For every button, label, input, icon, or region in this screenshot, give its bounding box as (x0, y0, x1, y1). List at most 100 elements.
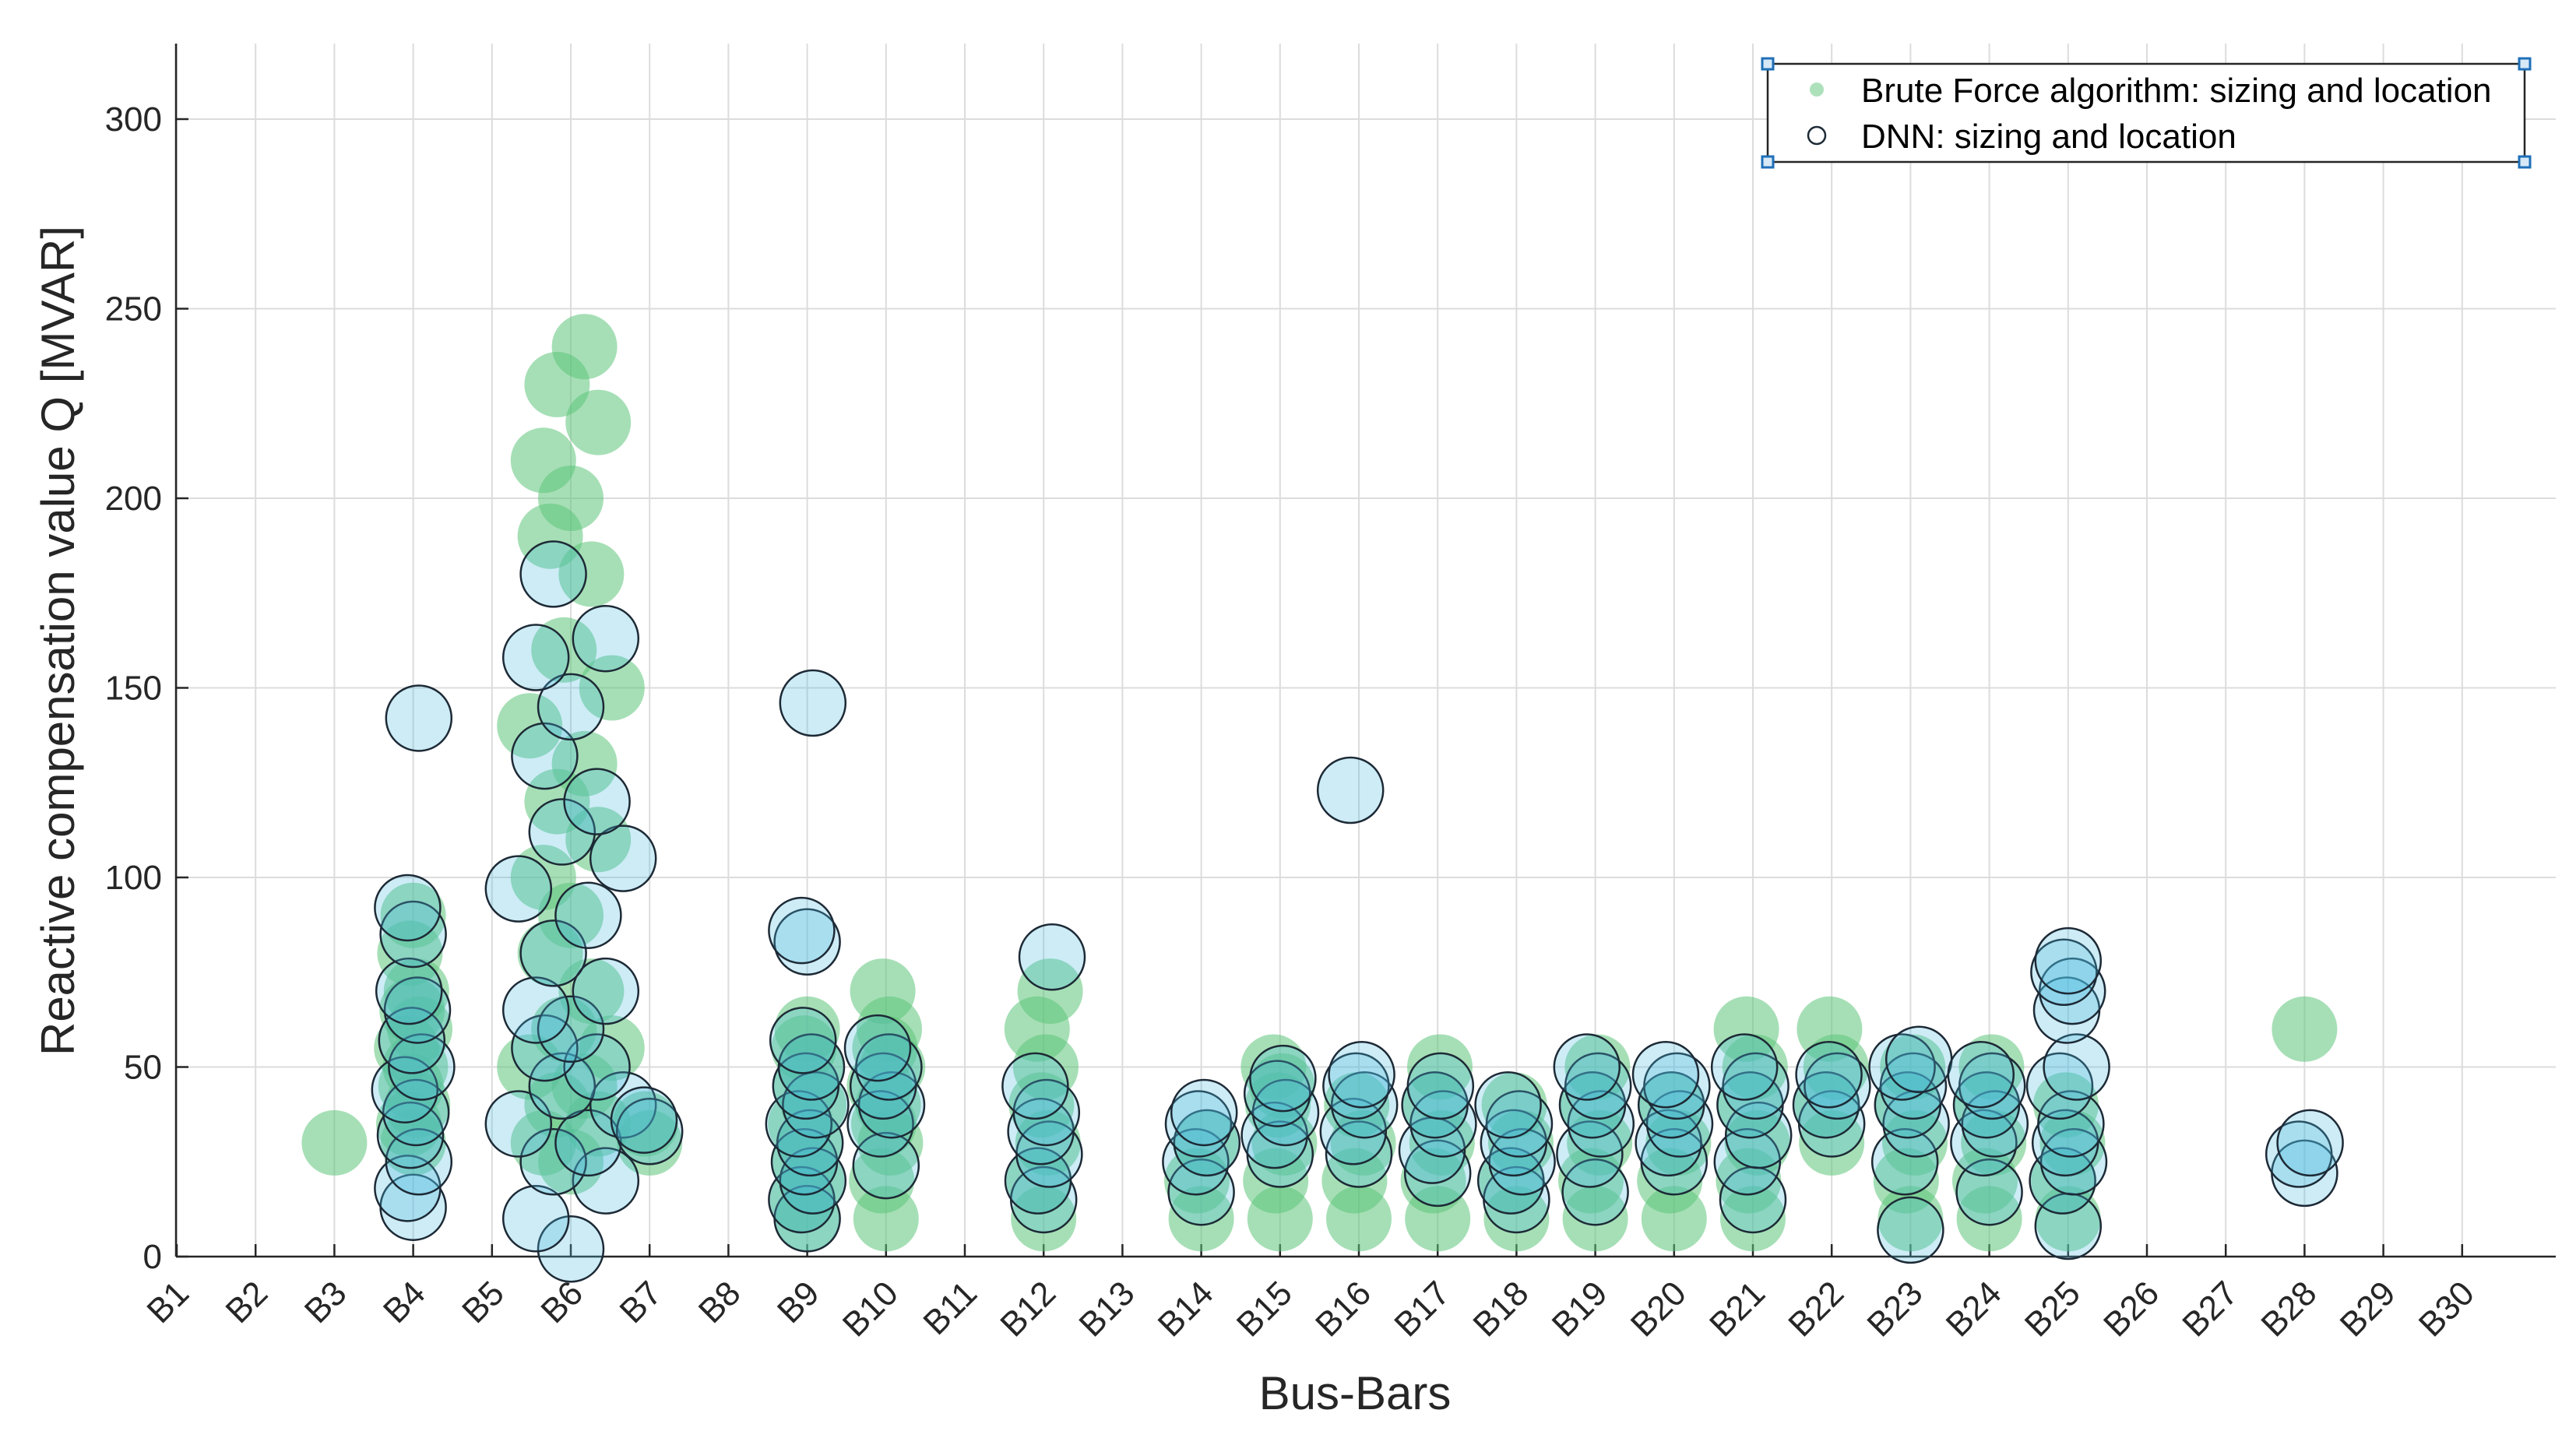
dnn-point (1488, 1128, 1556, 1196)
dnn-point (554, 881, 622, 949)
dnn-point (1553, 1033, 1621, 1101)
dnn-point (1012, 1078, 1081, 1147)
dnn-point (2030, 938, 2098, 1006)
brute-force-point (2033, 1072, 2099, 1138)
dnn-point (572, 1147, 640, 1215)
dnn-point (1164, 1090, 1233, 1158)
dnn-point (484, 855, 553, 923)
dnn-point (501, 976, 570, 1044)
dnn-point (511, 722, 579, 790)
legend-marker-dnn (1807, 125, 1827, 146)
dnn-point (572, 604, 640, 673)
dnn-point (1958, 1052, 2026, 1120)
brute-force-point (2272, 996, 2338, 1062)
y-tick-label: 300 (105, 100, 162, 139)
y-axis-title: Reactive compensation value Q [MVAR] (32, 226, 84, 1056)
legend-handle (1761, 57, 1775, 71)
dnn-point (1485, 1090, 1554, 1158)
dnn-point (779, 1147, 847, 1215)
dnn-point (382, 1078, 450, 1147)
brute-force-point (1639, 1072, 1705, 1138)
dnn-point (1792, 1071, 1860, 1139)
brute-force-point (1564, 1034, 1631, 1100)
dnn-point (1564, 1052, 1632, 1120)
dnn-point (563, 768, 631, 835)
legend-box (1766, 62, 2526, 163)
dnn-point (1018, 923, 1086, 991)
dnn-point (1722, 1052, 1789, 1120)
dnn-point (385, 1128, 453, 1196)
dnn-point (378, 1007, 446, 1074)
legend-handle (1761, 155, 1775, 169)
y-tick-label: 150 (105, 670, 162, 708)
y-tick-label: 200 (105, 480, 162, 518)
dnn-point (375, 957, 443, 1025)
dnn-point (773, 908, 841, 976)
dnn-point (1635, 1109, 1702, 1177)
y-tick-label: 0 (143, 1238, 162, 1276)
brute-force-point (612, 1091, 678, 1157)
dnn-series (371, 540, 2344, 1283)
dnn-point (537, 1215, 605, 1283)
brute-force-point (1173, 1109, 1239, 1176)
dnn-point (1173, 1109, 1241, 1177)
dnn-point (843, 1014, 912, 1082)
dnn-point (846, 1090, 914, 1158)
dnn-point (537, 995, 605, 1064)
legend-label-dnn: DNN: sizing and location (1861, 118, 2236, 156)
dnn-point (1884, 1025, 1953, 1094)
dnn-point (1868, 1033, 1936, 1101)
dnn-point (1004, 1147, 1072, 1215)
dnn-point (385, 684, 453, 752)
dnn-point (1955, 1158, 2023, 1226)
dnn-point (2029, 1147, 2096, 1215)
dnn-point (374, 1155, 442, 1222)
dnn-point (2265, 1120, 2333, 1188)
dnn-point (1328, 1040, 1395, 1109)
dnn-point (768, 896, 836, 965)
dnn-point (501, 1185, 570, 1253)
dnn-point (777, 1033, 846, 1101)
dnn-point (1001, 1052, 1069, 1120)
dnn-point (1162, 1128, 1230, 1196)
brute-force-point (531, 617, 597, 683)
dnn-point (519, 919, 587, 987)
brute-force-point (1240, 1034, 1307, 1100)
brute-force-point (551, 314, 618, 380)
dnn-point (1322, 1052, 1390, 1120)
dnn-point (2276, 1109, 2344, 1177)
brute-force-point (1481, 1072, 1547, 1138)
brute-force-series (301, 314, 2338, 1252)
legend-handle (2518, 155, 2532, 169)
dnn-point (519, 1128, 587, 1196)
brute-force-point (565, 807, 632, 873)
dnn-point (2038, 957, 2106, 1025)
dnn-point (1804, 1052, 1871, 1120)
brute-force-point (1324, 1072, 1390, 1138)
dnn-point (1631, 1040, 1700, 1109)
dnn-point (1330, 1071, 1399, 1139)
dnn-point (383, 976, 452, 1044)
dnn-point (2039, 1128, 2108, 1196)
dnn-point (2043, 1033, 2110, 1101)
dnn-point (1251, 1078, 1320, 1147)
brute-force-point (558, 958, 625, 1025)
axes (174, 44, 2556, 1258)
dnn-point (1476, 1147, 1545, 1215)
y-tick-label: 250 (105, 290, 162, 329)
brute-force-point (1017, 958, 1083, 1025)
dnn-point (537, 673, 605, 741)
dnn-point (1474, 1071, 1542, 1139)
brute-force-point (301, 1109, 368, 1176)
dnn-point (484, 1090, 553, 1158)
dnn-point (1713, 1128, 1782, 1196)
legend-marker-brute-force (1810, 83, 1824, 97)
dnn-point (615, 1098, 684, 1166)
dnn-point (2034, 926, 2103, 995)
dnn-point (371, 1056, 439, 1123)
x-axis-title: Bus-Bars (1259, 1367, 1452, 1419)
dnn-point (1724, 1101, 1793, 1169)
dnn-point (589, 824, 657, 892)
dnn-point (388, 1033, 456, 1101)
